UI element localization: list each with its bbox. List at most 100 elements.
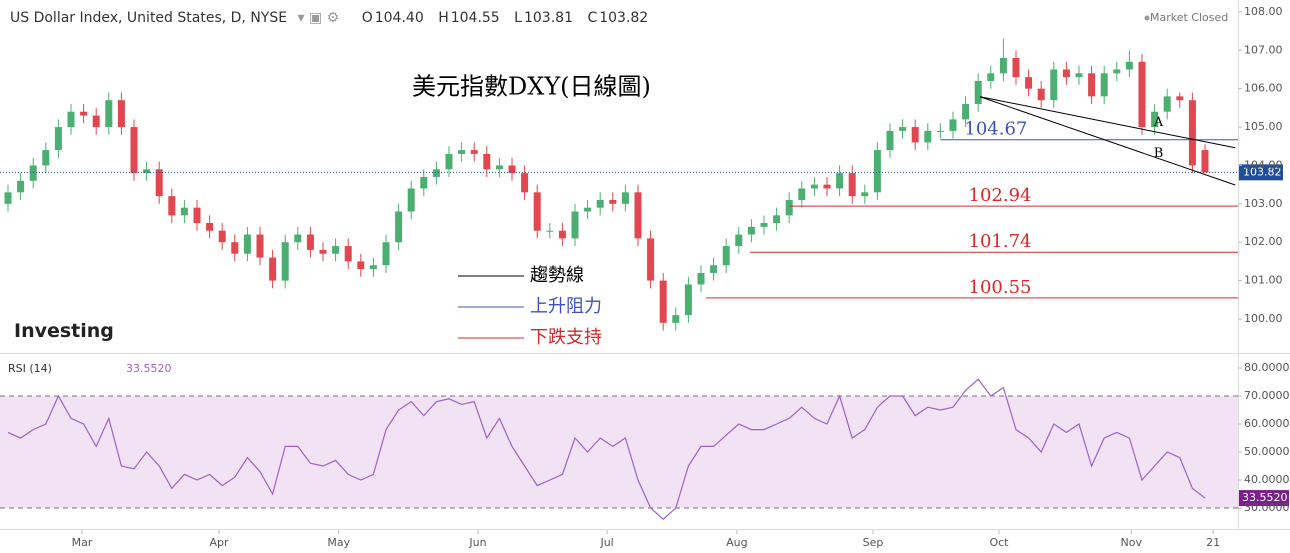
candle-body bbox=[306, 234, 314, 250]
candle-body bbox=[836, 173, 844, 189]
candle-body bbox=[911, 127, 919, 143]
candle-body bbox=[483, 153, 491, 170]
trend-line bbox=[979, 96, 1236, 186]
y-tick-label: 100.00 bbox=[1244, 312, 1283, 325]
rsi-band bbox=[0, 396, 1238, 509]
candle-body bbox=[987, 73, 995, 81]
candle-body bbox=[1201, 150, 1209, 173]
candle-body bbox=[92, 115, 100, 128]
y-tick-label: 106.00 bbox=[1244, 82, 1283, 95]
candle-body bbox=[546, 230, 554, 232]
rsi-value: 33.5520 bbox=[126, 362, 172, 375]
candle-body bbox=[1025, 77, 1033, 89]
candle-body bbox=[634, 192, 642, 239]
candle-body bbox=[42, 150, 50, 166]
last-price-badge bbox=[1239, 164, 1283, 181]
candle-body bbox=[117, 100, 125, 128]
candle-body bbox=[143, 169, 151, 174]
candle-body bbox=[281, 242, 289, 281]
candle-body bbox=[710, 265, 718, 273]
ohlc-letter: C bbox=[587, 10, 598, 26]
candle-body bbox=[848, 173, 856, 197]
x-tick-label: Nov bbox=[1121, 536, 1143, 549]
candle-body bbox=[861, 192, 869, 197]
candle-body bbox=[420, 176, 428, 189]
candle-body bbox=[647, 238, 655, 281]
y-tick-label: 108.00 bbox=[1244, 5, 1283, 18]
candle-body bbox=[231, 242, 239, 254]
candle-body bbox=[924, 130, 932, 143]
candle-body bbox=[1138, 61, 1146, 128]
candle-body bbox=[684, 284, 692, 316]
level-label: 100.55 bbox=[969, 277, 1032, 298]
candle-body bbox=[735, 234, 743, 247]
candle-body bbox=[1163, 96, 1171, 112]
rsi-line bbox=[7, 378, 1206, 521]
candle-body bbox=[495, 165, 503, 170]
ohlc-value: 103.82 bbox=[599, 10, 649, 26]
candle-body bbox=[1100, 73, 1108, 97]
candle-body bbox=[269, 257, 277, 281]
rsi-name: RSI (14) bbox=[8, 362, 52, 375]
x-tick-label: Aug bbox=[726, 536, 747, 549]
y-tick-label: 104.00 bbox=[1244, 158, 1283, 171]
candle-body bbox=[357, 261, 365, 270]
candle-body bbox=[1088, 73, 1096, 97]
legend-label: 下跌支持 bbox=[530, 327, 602, 348]
ohlc-letter: H bbox=[438, 10, 449, 26]
level-label: 102.94 bbox=[969, 185, 1032, 206]
ohlc-value: 104.55 bbox=[450, 10, 500, 26]
header: US Dollar Index, United States, D, NYSE … bbox=[10, 10, 649, 26]
ohlc-letter: O bbox=[361, 10, 373, 26]
legend-label: 上升阻力 bbox=[530, 296, 602, 317]
candle-body bbox=[962, 104, 970, 120]
level-label: 101.74 bbox=[969, 231, 1032, 252]
ohlc-letter: L bbox=[514, 10, 522, 26]
candle-body bbox=[533, 192, 541, 231]
candle-body bbox=[1176, 96, 1184, 101]
candle-body bbox=[17, 180, 25, 193]
last-price-label: 103.82 bbox=[1243, 165, 1282, 178]
candle-body bbox=[886, 130, 894, 151]
y-tick-label: 105.00 bbox=[1244, 120, 1283, 133]
candle-body bbox=[1188, 100, 1196, 166]
candle-body bbox=[521, 173, 529, 193]
candle-body bbox=[4, 192, 12, 204]
x-tick-label: Jul bbox=[599, 536, 613, 549]
candle-body bbox=[571, 211, 579, 239]
candle-body bbox=[1075, 73, 1083, 78]
trend-label: B bbox=[1154, 146, 1164, 161]
chart-annotation-title: 美元指數DXY(日線圖) bbox=[412, 73, 651, 101]
status-dot bbox=[1144, 15, 1150, 21]
ohlc-value: 103.81 bbox=[523, 10, 573, 26]
candle-body bbox=[760, 223, 768, 227]
candle-body bbox=[936, 130, 944, 132]
rsi-badge bbox=[1239, 490, 1289, 507]
candle-body bbox=[949, 119, 957, 131]
candle-body bbox=[798, 188, 806, 200]
candle-body bbox=[672, 315, 680, 323]
candle-body bbox=[105, 100, 113, 128]
candle-body bbox=[508, 165, 516, 174]
symbol-name: US Dollar Index, United States, D, NYSE bbox=[10, 10, 288, 26]
y-tick-label: 103.00 bbox=[1244, 197, 1283, 210]
candle-body bbox=[395, 211, 403, 243]
legend-label: 趨勢線 bbox=[530, 265, 584, 286]
x-tick-label: Sep bbox=[863, 536, 884, 549]
candle-body bbox=[974, 80, 982, 105]
level-label: 104.67 bbox=[964, 119, 1027, 140]
candle-body bbox=[344, 246, 352, 262]
candle-body bbox=[155, 169, 163, 197]
y-tick-label: 107.00 bbox=[1244, 43, 1283, 56]
x-tick-label: 21 bbox=[1206, 536, 1220, 549]
candle-body bbox=[218, 230, 226, 243]
candle-body bbox=[29, 165, 37, 181]
candle-body bbox=[130, 127, 138, 174]
candle-body bbox=[1037, 88, 1045, 101]
candle-body bbox=[1062, 69, 1070, 78]
y-tick-label: 80.0000 bbox=[1244, 361, 1290, 374]
y-tick-label: 30.0000 bbox=[1244, 501, 1290, 514]
x-tick-label: May bbox=[327, 536, 350, 549]
